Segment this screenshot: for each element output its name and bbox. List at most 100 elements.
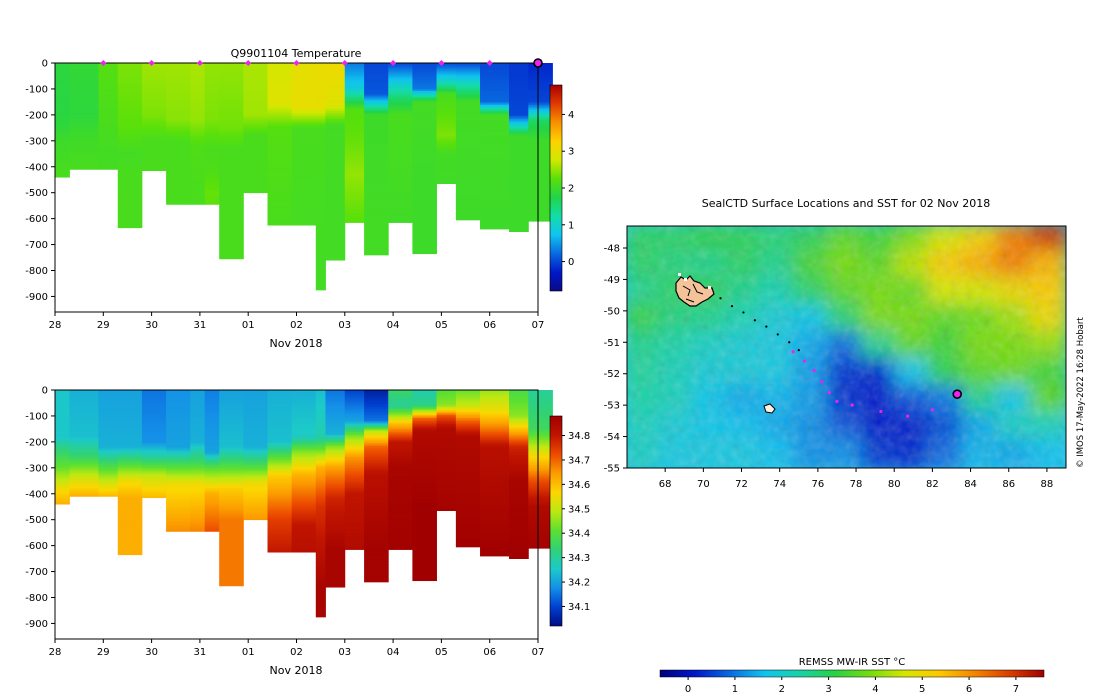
profile-cell xyxy=(344,215,365,218)
profile-cell xyxy=(455,502,481,505)
profile-cell xyxy=(412,176,437,179)
profile-cell xyxy=(455,404,481,406)
profile-cell xyxy=(98,491,119,494)
profile-cell xyxy=(364,581,389,583)
profile-cell xyxy=(412,449,437,452)
profile-cell xyxy=(166,201,191,204)
profile-cell xyxy=(455,164,481,167)
profile-cell xyxy=(315,91,326,93)
profile-cell xyxy=(267,185,293,188)
profile-cell xyxy=(412,207,437,210)
profile-cell xyxy=(55,502,70,505)
profile-cell xyxy=(364,221,389,224)
profile-cell xyxy=(166,516,191,519)
profile-cell xyxy=(267,428,293,431)
profile-cell xyxy=(344,137,365,140)
profile-cell xyxy=(412,122,437,125)
profile-cell xyxy=(190,438,206,441)
profile-cell xyxy=(117,101,143,104)
profile-cell xyxy=(315,477,326,480)
profile-cell xyxy=(315,408,326,411)
profile-cell xyxy=(325,75,346,78)
profile-cell xyxy=(412,87,437,90)
profile-cell xyxy=(117,512,143,515)
profile-cell xyxy=(509,530,529,533)
profile-cell xyxy=(98,97,119,100)
profile-cell xyxy=(455,157,481,160)
profile-cell xyxy=(69,491,99,494)
profile-cell xyxy=(166,103,191,106)
profile-cell xyxy=(412,181,437,184)
profile-cell xyxy=(117,495,143,498)
profile-cell xyxy=(166,432,191,434)
profile-cell xyxy=(509,226,529,229)
profile-cell xyxy=(412,123,437,126)
profile-cell xyxy=(204,115,220,118)
profile-cell xyxy=(388,69,413,72)
profile-cell xyxy=(325,181,346,184)
profile-cell xyxy=(204,89,220,92)
profile-cell xyxy=(509,497,529,500)
profile-cell xyxy=(388,405,413,408)
profile-cell xyxy=(204,179,220,182)
profile-cell xyxy=(117,519,143,522)
profile-cell xyxy=(412,97,437,100)
profile-cell xyxy=(98,488,119,490)
profile-cell xyxy=(436,171,457,174)
profile-cell xyxy=(344,514,365,517)
profile-cell xyxy=(344,218,365,221)
profile-cell xyxy=(509,105,529,107)
profile-cell xyxy=(412,234,437,237)
profile-cell xyxy=(204,460,220,462)
profile-cell xyxy=(315,564,326,567)
profile-cell xyxy=(243,488,268,490)
profile-cell xyxy=(455,516,481,519)
profile-cell xyxy=(69,115,99,118)
profile-cell xyxy=(325,259,346,261)
profile-cell xyxy=(291,128,317,131)
profile-cell xyxy=(325,456,346,459)
profile-cell xyxy=(436,112,457,115)
profile-cell xyxy=(528,196,553,199)
profile-cell xyxy=(117,201,143,204)
dive-profile xyxy=(388,390,413,550)
profile-cell xyxy=(436,123,457,126)
profile-cell xyxy=(344,453,365,456)
profile-cell xyxy=(325,463,346,466)
profile-cell xyxy=(528,461,553,464)
profile-cell xyxy=(291,540,317,543)
profile-cell xyxy=(325,122,346,125)
profile-cell xyxy=(344,446,365,448)
profile-cell xyxy=(190,179,206,182)
profile-cell xyxy=(98,87,119,90)
profile-cell xyxy=(291,142,317,145)
profile-cell xyxy=(55,497,70,500)
profile-cell xyxy=(344,119,365,121)
profile-cell xyxy=(388,407,413,410)
profile-cell xyxy=(388,463,413,466)
profile-cell xyxy=(141,161,167,163)
profile-cell xyxy=(344,522,365,525)
profile-cell xyxy=(267,425,293,428)
profile-cell xyxy=(243,84,268,87)
profile-cell xyxy=(509,492,529,495)
profile-cell xyxy=(166,86,191,89)
profile-cell xyxy=(98,492,119,495)
profile-cell xyxy=(315,187,326,190)
profile-cell xyxy=(344,111,365,114)
profile-cell xyxy=(344,142,365,145)
profile-cell xyxy=(412,164,437,167)
profile-cell xyxy=(388,128,413,131)
profile-cell xyxy=(219,95,244,98)
profile-cell xyxy=(455,66,481,69)
profile-cell xyxy=(291,108,317,111)
dive-profile xyxy=(55,390,70,505)
profile-cell xyxy=(166,195,191,198)
profile-cell xyxy=(219,251,244,254)
profile-cell xyxy=(412,536,437,539)
profile-cell xyxy=(528,512,553,515)
profile-cell xyxy=(141,449,167,452)
profile-cell xyxy=(364,185,389,188)
profile-cell xyxy=(364,488,389,490)
profile-cell xyxy=(267,500,293,503)
